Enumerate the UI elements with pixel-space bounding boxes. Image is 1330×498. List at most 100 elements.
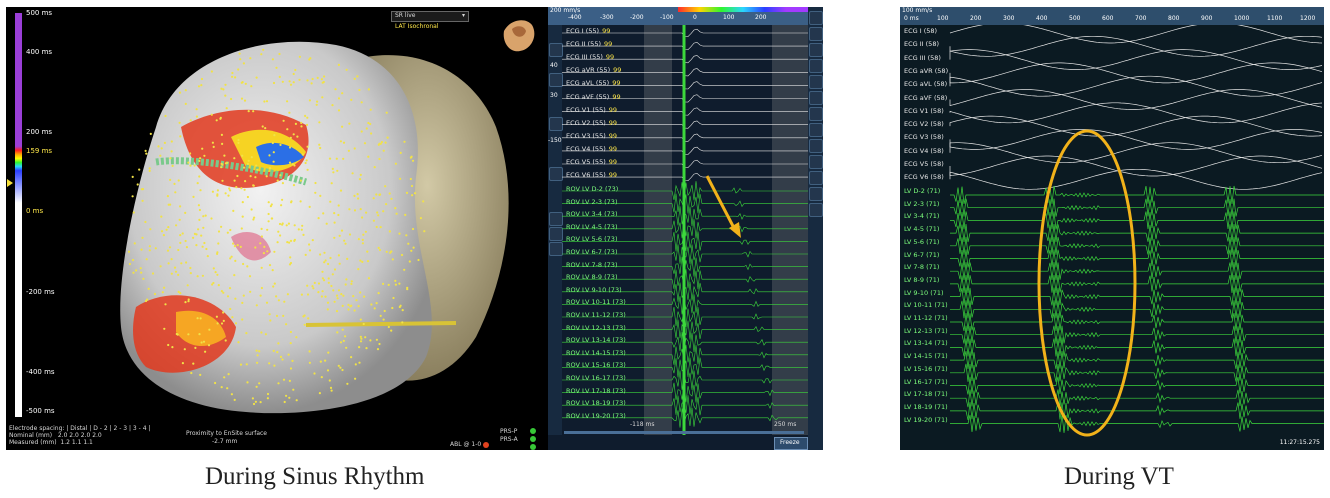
ecg-channel-label[interactable]: ECG V2 (55) 99	[566, 119, 617, 127]
ecg-channel-label[interactable]: ECG aVF (55) 99	[566, 93, 621, 101]
ecg-channel-label[interactable]: ECG I (55) 99	[566, 27, 610, 35]
heart-map-3d[interactable]	[6, 7, 548, 450]
lv-channel-label[interactable]: LV 9-10 (71)	[904, 289, 944, 297]
ecg-channel-label[interactable]: ECG aVR (55) 99	[566, 66, 621, 74]
gear-icon[interactable]	[809, 203, 823, 217]
person-icon[interactable]	[549, 227, 563, 241]
wave-icon[interactable]	[809, 187, 823, 201]
rov-channel-label[interactable]: ROV LV D-2 (73)	[566, 185, 618, 193]
ecg-channel-label[interactable]: ECG III (58)	[904, 54, 941, 62]
rov-channel-label[interactable]: ROV LV 10-11 (73)	[566, 298, 626, 306]
lv-channel-label[interactable]: LV 3-4 (71)	[904, 212, 939, 220]
rov-channel-label[interactable]: ROV LV 19-20 (73)	[566, 412, 626, 420]
ecg-channel-label[interactable]: ECG aVL (55) 99	[566, 79, 621, 87]
map-select[interactable]: SR live ▾	[391, 11, 469, 22]
ecg-trace	[949, 115, 1323, 137]
export-icon[interactable]	[809, 139, 823, 153]
eye-icon[interactable]	[809, 171, 823, 185]
ecg-channel-label[interactable]: ECG V3 (55) 99	[566, 132, 617, 140]
lv-channel-label[interactable]: LV 7-8 (71)	[904, 263, 939, 271]
lv-channel-label[interactable]: LV 6-7 (71)	[904, 251, 939, 259]
lv-channel-label[interactable]: LV 19-20 (71)	[904, 416, 948, 424]
lv-channel-label[interactable]: LV 11-12 (71)	[904, 314, 948, 322]
layout-icon[interactable]	[549, 167, 563, 181]
person-icon[interactable]	[549, 242, 563, 256]
rov-channel-label[interactable]: ROV LV 12-13 (73)	[566, 324, 626, 332]
rov-channel-label[interactable]: ROV LV 2-3 (73)	[566, 198, 617, 206]
ecg-channel-label[interactable]: ECG V5 (55) 99	[566, 158, 617, 166]
ecg-channel-label[interactable]: ECG aVL (58)	[904, 80, 947, 88]
lv-channel-label[interactable]: LV 4-5 (71)	[904, 225, 939, 233]
ecg-channel-label[interactable]: ECG aVF (58)	[904, 94, 947, 102]
time-ruler[interactable]	[900, 7, 1324, 25]
rov-channel-label[interactable]: ROV LV 14-15 (73)	[566, 349, 626, 357]
ecg-channel-label[interactable]: ECG aVR (58)	[904, 67, 948, 75]
ecg-channel-label[interactable]: ECG V6 (55) 99	[566, 171, 617, 179]
lv-channel-label[interactable]: LV 15-16 (71)	[904, 365, 948, 373]
ecg-channel-label[interactable]: ECG V4 (58)	[904, 147, 944, 155]
rov-channel-label[interactable]: ROV LV 17-18 (73)	[566, 387, 626, 395]
lv-channel-label[interactable]: LV 17-18 (71)	[904, 390, 948, 398]
ecg-channel-label[interactable]: ECG II (58)	[904, 40, 939, 48]
line-icon[interactable]	[809, 75, 823, 89]
scroll-icon[interactable]	[549, 73, 563, 87]
egm-traces[interactable]	[900, 25, 1324, 450]
cursor-icon[interactable]	[809, 11, 823, 25]
egm-panel-sinus[interactable]: 200 mm/s -400 -300 -200 -100 0 100 200 4…	[548, 7, 823, 450]
rov-channel-label[interactable]: ROV LV 5-6 (73)	[566, 235, 617, 243]
lv-channel-label[interactable]: LV 14-15 (71)	[904, 352, 948, 360]
tag-icon[interactable]	[809, 123, 823, 137]
rov-channel-label[interactable]: ROV LV 7-8 (73)	[566, 261, 617, 269]
settings-icon[interactable]	[809, 155, 823, 169]
rov-channel-label[interactable]: ROV LV 15-16 (73)	[566, 361, 626, 369]
rov-channel-label[interactable]: ROV LV 8-9 (73)	[566, 273, 617, 281]
annotation-ellipse	[1037, 129, 1137, 437]
lv-channel-label[interactable]: LV 13-14 (71)	[904, 339, 948, 347]
rov-channel-label[interactable]: ROV LV 6-7 (73)	[566, 248, 617, 256]
ecg-channel-label[interactable]: ECG II (55) 99	[566, 40, 612, 48]
pointer-icon[interactable]	[809, 27, 823, 41]
channel-label: ECG II (55)	[566, 40, 601, 49]
timeline-slider[interactable]	[564, 431, 804, 434]
lv-channel-label[interactable]: LV D-2 (71)	[904, 187, 940, 195]
ecg-channel-label[interactable]: ECG III (55) 99	[566, 53, 614, 61]
person-icon[interactable]	[549, 212, 563, 226]
heart-orientation-icon[interactable]	[496, 13, 540, 57]
lv-channel-label[interactable]: LV 2-3 (71)	[904, 200, 939, 208]
ecg-channel-label[interactable]: ECG I (58)	[904, 27, 937, 35]
ecg-trace	[949, 75, 1323, 97]
marker-icon[interactable]	[809, 43, 823, 57]
rov-channel-label[interactable]: ROV LV 4-5 (73)	[566, 223, 617, 231]
rov-channel-label[interactable]: ROV LV 18-19 (73)	[566, 399, 626, 407]
ecg-channel-label[interactable]: ECG V1 (58)	[904, 107, 944, 115]
rov-channel-label[interactable]: ROV LV 13-14 (73)	[566, 336, 626, 344]
eraser-icon[interactable]	[809, 91, 823, 105]
lv-channel-label[interactable]: LV 12-13 (71)	[904, 327, 948, 335]
egm-panel-vt[interactable]: 100 mm/s 0 ms 100 200 300 400 500 600 700 800 900…	[900, 7, 1324, 450]
map-panel[interactable]: 500 ms 400 ms 200 ms 159 ms 0 ms -200 ms…	[6, 7, 548, 450]
freeze-button[interactable]: Freeze	[774, 437, 808, 450]
channel-value: 99	[612, 92, 621, 101]
ecg-channel-label[interactable]: ECG V5 (58)	[904, 160, 944, 168]
filter-icon[interactable]	[549, 117, 563, 131]
zoom-icon[interactable]	[549, 43, 563, 57]
lat-color-scale[interactable]	[15, 13, 22, 417]
lv-channel-label[interactable]: LV 10-11 (71)	[904, 301, 948, 309]
rov-channel-label[interactable]: ROV LV 3-4 (73)	[566, 210, 617, 218]
rov-channel-label[interactable]: ROV LV 9-10 (73)	[566, 286, 622, 294]
egm-traces[interactable]	[562, 25, 808, 435]
lv-channel-label[interactable]: LV 16-17 (71)	[904, 378, 948, 386]
lv-channel-label[interactable]: LV 8-9 (71)	[904, 276, 939, 284]
ecg-channel-label[interactable]: ECG V6 (58)	[904, 173, 944, 181]
ecg-channel-label[interactable]: ECG V4 (55) 99	[566, 145, 617, 153]
lv-channel-label[interactable]: LV 5-6 (71)	[904, 238, 939, 246]
ecg-channel-label[interactable]: ECG V1 (55) 99	[566, 106, 617, 114]
lv-channel-label[interactable]: LV 18-19 (71)	[904, 403, 948, 411]
rov-channel-label[interactable]: ROV LV 16-17 (73)	[566, 374, 626, 382]
ecg-channel-label[interactable]: ECG V3 (58)	[904, 133, 944, 141]
caliper-icon[interactable]	[809, 59, 823, 73]
scale-pointer-icon[interactable]	[7, 179, 13, 187]
measure-icon[interactable]	[809, 107, 823, 121]
rov-channel-label[interactable]: ROV LV 11-12 (73)	[566, 311, 626, 319]
ecg-channel-label[interactable]: ECG V2 (58)	[904, 120, 944, 128]
